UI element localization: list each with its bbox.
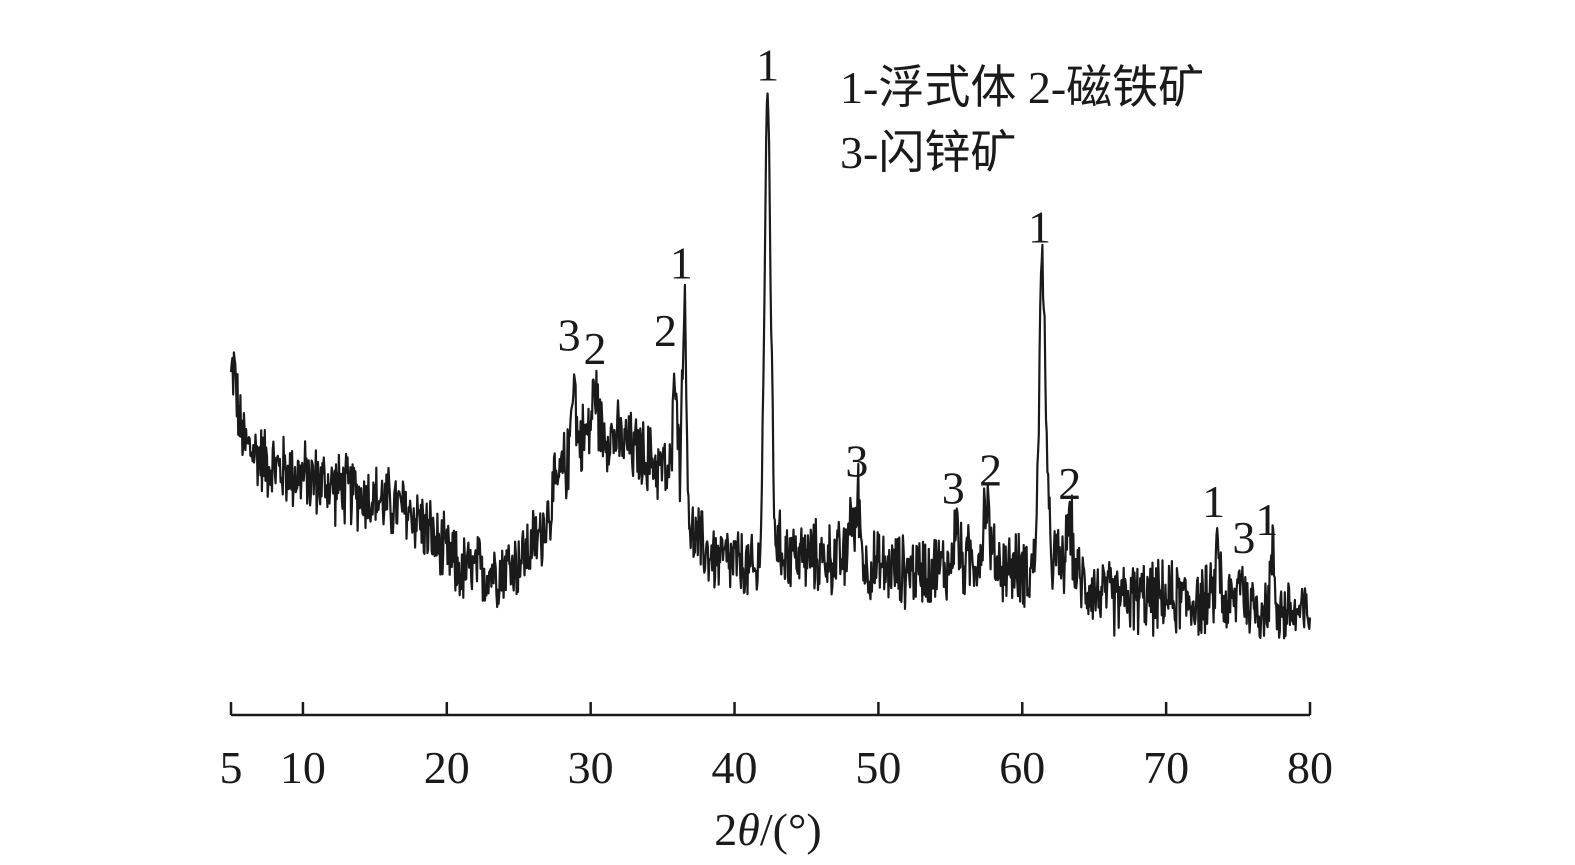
peak-label: 3	[942, 463, 965, 514]
peak-label: 2	[1058, 458, 1081, 509]
x-tick-label: 80	[1287, 742, 1333, 793]
peak-label: 1	[670, 238, 693, 289]
xrd-trace	[229, 92, 1312, 640]
x-axis-title-suffix: /(°)	[760, 804, 822, 855]
x-axis-title-theta: θ	[737, 804, 760, 855]
x-tick-label: 60	[999, 742, 1045, 793]
x-tick-label: 30	[568, 742, 614, 793]
x-tick-label: 5	[220, 742, 243, 793]
legend-line-2: 3-闪锌矿	[840, 127, 1016, 178]
x-ticks: 5 10 20 30 40 50 60 70 80	[220, 702, 1333, 793]
legend: 1-浮式体 2-磁铁矿 3-闪锌矿	[840, 62, 1204, 178]
x-axis-title-prefix: 2	[714, 804, 737, 855]
peak-label: 3	[1232, 512, 1255, 563]
peak-label: 3	[845, 436, 868, 487]
peak-label: 2	[654, 305, 677, 356]
x-tick-label: 40	[712, 742, 758, 793]
x-tick-label: 50	[855, 742, 901, 793]
peak-label: 2	[979, 445, 1002, 496]
peak-label: 1	[756, 40, 779, 91]
legend-line-1: 1-浮式体 2-磁铁矿	[840, 62, 1204, 113]
peak-label: 1	[1028, 202, 1051, 253]
x-axis-title: 2θ/(°)	[714, 804, 821, 855]
peak-label: 1	[1202, 476, 1225, 527]
peak-label: 3	[558, 310, 581, 361]
peak-label: 1	[1255, 494, 1278, 545]
x-tick-label: 10	[280, 742, 326, 793]
peak-label: 2	[583, 323, 606, 374]
x-tick-label: 20	[424, 742, 470, 793]
x-tick-label: 70	[1143, 742, 1189, 793]
